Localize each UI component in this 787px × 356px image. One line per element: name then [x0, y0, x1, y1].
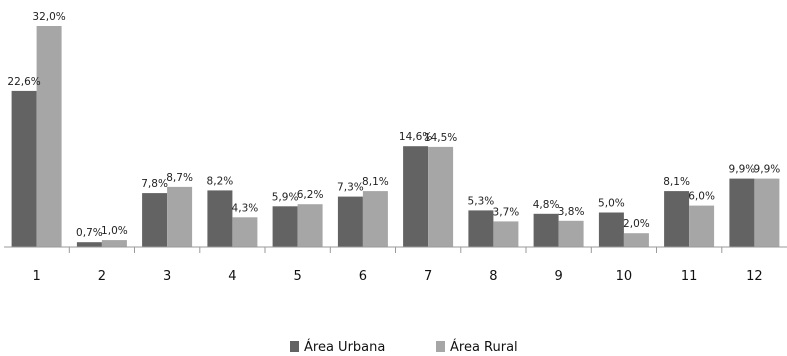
- bar-urbana-6: [337, 196, 363, 247]
- value-label-rural-9: 3,8%: [558, 206, 585, 218]
- legend-swatch-urbana: [290, 341, 299, 352]
- bar-rural-1: [36, 26, 62, 247]
- value-label-rural-4: 4,3%: [232, 202, 259, 214]
- bar-rural-11: [689, 205, 715, 247]
- value-label-urbana-6: 7,3%: [337, 182, 364, 194]
- bar-rural-9: [558, 220, 584, 247]
- category-label-11: 11: [681, 269, 698, 284]
- bar-urbana-12: [729, 178, 755, 247]
- value-label-urbana-4: 8,2%: [207, 175, 234, 187]
- value-label-rural-10: 2,0%: [623, 218, 650, 230]
- bar-rural-10: [623, 233, 649, 247]
- value-label-urbana-9: 4,8%: [533, 199, 560, 211]
- value-label-rural-12: 9,9%: [754, 164, 781, 176]
- bar-rural-5: [297, 204, 323, 247]
- bar-rural-6: [362, 191, 388, 247]
- value-label-rural-1: 32,0%: [32, 11, 65, 23]
- legend-label-urbana: Área Urbana: [304, 339, 385, 355]
- bar-rural-4: [232, 217, 258, 247]
- value-label-urbana-12: 9,9%: [729, 164, 756, 176]
- bar-urbana-3: [142, 193, 168, 247]
- legend-label-rural: Área Rural: [450, 339, 518, 355]
- bar-urbana-2: [76, 242, 102, 247]
- value-label-rural-5: 6,2%: [297, 189, 324, 201]
- category-label-12: 12: [746, 269, 763, 284]
- bar-rural-12: [754, 178, 780, 247]
- category-label-9: 9: [554, 269, 562, 284]
- bar-urbana-9: [533, 213, 559, 247]
- legend: Área Urbana Área Rural: [290, 339, 518, 355]
- value-label-urbana-2: 0,7%: [76, 227, 103, 239]
- value-label-urbana-10: 5,0%: [598, 198, 625, 210]
- value-label-urbana-11: 8,1%: [663, 176, 690, 188]
- value-label-rural-6: 8,1%: [362, 176, 389, 188]
- value-label-urbana-8: 5,3%: [468, 195, 495, 207]
- bar-urbana-4: [207, 190, 233, 247]
- bar-urbana-1: [11, 90, 37, 248]
- category-label-3: 3: [163, 269, 171, 284]
- value-label-rural-7: 14,5%: [424, 132, 457, 144]
- bar-urbana-11: [664, 191, 690, 247]
- category-label-5: 5: [293, 269, 301, 284]
- category-label-8: 8: [489, 269, 497, 284]
- bar-urbana-8: [468, 210, 494, 247]
- value-label-urbana-5: 5,9%: [272, 191, 299, 203]
- bar-rural-8: [493, 221, 519, 247]
- category-labels: 1 2 3 4 5 6 7 8 9 10 11 12: [32, 269, 762, 284]
- category-label-10: 10: [616, 269, 633, 284]
- category-label-4: 4: [228, 269, 236, 284]
- legend-swatch-rural: [436, 341, 445, 352]
- bar-rural-3: [167, 186, 193, 247]
- bars-layer: [11, 26, 780, 248]
- value-label-urbana-7: 14,6%: [399, 131, 432, 143]
- category-label-1: 1: [32, 269, 40, 284]
- value-label-rural-3: 8,7%: [166, 172, 193, 184]
- x-axis-ticks: [68, 247, 723, 253]
- value-labels-layer: 22,6%32,0%0,7%1,0%7,8%8,7% 8,2%4,3%5,9%6,…: [7, 11, 780, 239]
- bar-urbana-7: [403, 146, 429, 247]
- value-label-rural-11: 6,0%: [688, 191, 715, 203]
- bar-urbana-10: [598, 212, 624, 247]
- category-label-6: 6: [359, 269, 367, 284]
- value-label-rural-2: 1,0%: [101, 225, 128, 237]
- bar-rural-7: [428, 146, 454, 247]
- category-label-7: 7: [424, 269, 432, 284]
- bar-urbana-5: [272, 206, 298, 247]
- bar-rural-2: [101, 240, 127, 247]
- value-label-rural-8: 3,7%: [493, 206, 520, 218]
- value-label-urbana-3: 7,8%: [141, 178, 168, 190]
- value-label-urbana-1: 22,6%: [7, 76, 40, 88]
- category-label-2: 2: [98, 269, 106, 284]
